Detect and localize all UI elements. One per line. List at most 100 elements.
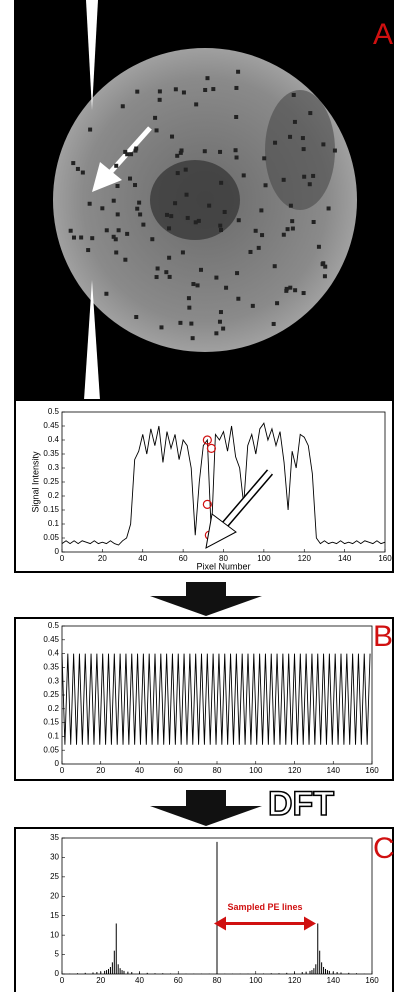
speckle <box>134 315 138 319</box>
bar <box>96 972 97 974</box>
speckle <box>175 154 179 158</box>
speckle <box>251 304 255 308</box>
speckle <box>137 201 141 205</box>
x-tick-label: 80 <box>213 976 222 985</box>
speckle <box>176 171 180 175</box>
speckle <box>187 306 191 310</box>
speckle <box>135 207 139 211</box>
speckle <box>187 296 191 300</box>
bar <box>313 968 314 974</box>
y-tick-label: 0.4 <box>48 649 60 658</box>
bar <box>263 973 264 974</box>
speckle <box>224 286 228 290</box>
speckle <box>72 236 76 240</box>
speckle <box>174 87 178 91</box>
y-tick-label: 0.3 <box>48 463 60 472</box>
bar <box>325 969 326 974</box>
bar <box>348 973 349 974</box>
x-tick-label: 20 <box>96 976 105 985</box>
bar <box>100 972 101 974</box>
bar <box>85 973 86 974</box>
speckle <box>234 115 238 119</box>
speckle <box>289 204 293 208</box>
speckle <box>221 327 225 331</box>
speckle <box>194 220 198 224</box>
panel-label: C <box>373 832 394 865</box>
speckle <box>116 184 120 188</box>
bar <box>93 972 94 974</box>
annotation: Sampled PE lines <box>227 902 302 912</box>
page: {"image": {"panel_label": "A"}, "transfo… <box>0 0 394 992</box>
speckle <box>218 150 222 154</box>
speckle <box>158 98 162 102</box>
x-tick-label: 140 <box>338 554 352 563</box>
speckle <box>158 89 162 93</box>
speckle <box>235 155 239 159</box>
speckle <box>264 183 268 187</box>
y-tick-label: 25 <box>50 872 59 881</box>
bar <box>333 972 334 974</box>
speckle <box>138 212 142 216</box>
speckle <box>196 283 200 287</box>
speckle <box>182 90 186 94</box>
bar <box>294 972 295 974</box>
panel-frame <box>15 828 393 992</box>
bar <box>124 971 125 974</box>
bar <box>116 923 117 974</box>
y-axis-label: Signal Intensity <box>30 451 40 513</box>
x-tick-label: 0 <box>60 976 65 985</box>
x-tick-label: 0 <box>60 554 65 563</box>
speckle <box>242 173 246 177</box>
bar <box>286 973 287 974</box>
y-tick-label: 0.5 <box>48 407 60 416</box>
speckle <box>194 102 198 106</box>
speckle <box>282 178 286 182</box>
y-tick-label: 0.2 <box>48 704 60 713</box>
speckle <box>234 86 238 90</box>
bar <box>104 971 105 974</box>
bar <box>114 951 115 974</box>
speckle <box>71 161 75 165</box>
speckle <box>223 210 227 214</box>
speckle <box>178 321 182 325</box>
speckle <box>167 256 171 260</box>
speckle <box>234 148 238 152</box>
speckle <box>181 250 185 254</box>
speckle <box>219 228 223 232</box>
speckle <box>214 331 218 335</box>
speckle <box>293 120 297 124</box>
speckle <box>205 76 209 80</box>
dark-region <box>265 90 335 210</box>
x-tick-label: 60 <box>174 976 183 985</box>
transform-label: DFT <box>268 785 334 823</box>
speckle <box>186 216 190 220</box>
speckle <box>81 171 85 175</box>
bar <box>356 973 357 974</box>
speckle <box>262 156 266 160</box>
speckle <box>293 288 297 292</box>
y-tick-label: 0.1 <box>48 519 60 528</box>
bar <box>108 969 109 974</box>
bar <box>311 970 312 974</box>
speckle <box>317 245 321 249</box>
speckle <box>301 136 305 140</box>
speckle <box>288 135 292 139</box>
x-tick-label: 160 <box>365 976 379 985</box>
x-tick-label: 0 <box>60 766 65 775</box>
x-tick-label: 160 <box>365 766 379 775</box>
speckle <box>90 236 94 240</box>
y-tick-label: 0.1 <box>48 732 60 741</box>
bar <box>112 962 113 974</box>
bar <box>217 842 218 974</box>
speckle <box>185 193 189 197</box>
y-tick-label: 0.25 <box>43 477 59 486</box>
speckle <box>123 150 127 154</box>
x-tick-label: 60 <box>174 766 183 775</box>
y-tick-label: 0.5 <box>48 621 60 630</box>
speckle <box>121 104 125 108</box>
speckle <box>259 208 263 212</box>
bar <box>120 968 121 974</box>
x-tick-label: 120 <box>288 766 302 775</box>
bar <box>122 970 123 974</box>
speckle <box>173 201 177 205</box>
